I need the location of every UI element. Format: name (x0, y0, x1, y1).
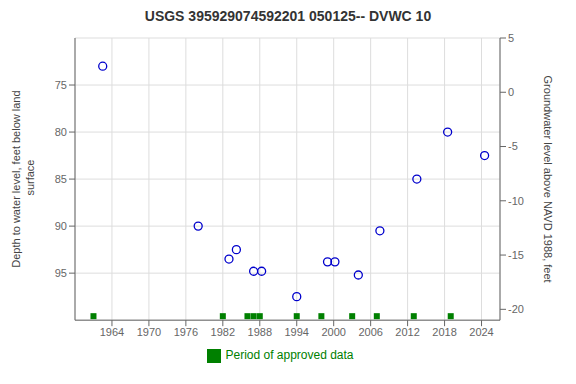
svg-text:2012: 2012 (395, 326, 419, 338)
svg-text:0: 0 (508, 86, 514, 98)
svg-text:90: 90 (55, 220, 67, 232)
svg-text:80: 80 (55, 126, 67, 138)
svg-text:Depth to water level, feet bel: Depth to water level, feet below land su… (10, 90, 35, 267)
svg-text:1982: 1982 (211, 326, 235, 338)
svg-text:5: 5 (508, 32, 514, 44)
svg-text:95: 95 (55, 267, 67, 279)
svg-text:-10: -10 (508, 195, 524, 207)
svg-text:Groundwater level above NAVD 1: Groundwater level above NAVD 1988, feet (542, 76, 554, 283)
svg-text:1964: 1964 (100, 326, 124, 338)
svg-text:-20: -20 (508, 303, 524, 315)
html-text:Period of approved data: Period of approved data (225, 348, 354, 363)
svg-text:1988: 1988 (248, 326, 272, 338)
svg-text:2024: 2024 (469, 326, 493, 338)
svg-text:1994: 1994 (284, 326, 308, 338)
svg-text:2006: 2006 (358, 326, 382, 338)
svg-text:-5: -5 (508, 140, 518, 152)
svg-text:1976: 1976 (174, 326, 198, 338)
svg-text:85: 85 (55, 173, 67, 185)
svg-text:75: 75 (55, 79, 67, 91)
svg-text:-15: -15 (508, 249, 524, 261)
html-text:USGS 395929074592201 050125--: USGS 395929074592201 050125-- DVWC 10 (144, 8, 432, 24)
svg-text:2018: 2018 (432, 326, 456, 338)
svg-text:1970: 1970 (137, 326, 161, 338)
svg-text:2000: 2000 (321, 326, 345, 338)
